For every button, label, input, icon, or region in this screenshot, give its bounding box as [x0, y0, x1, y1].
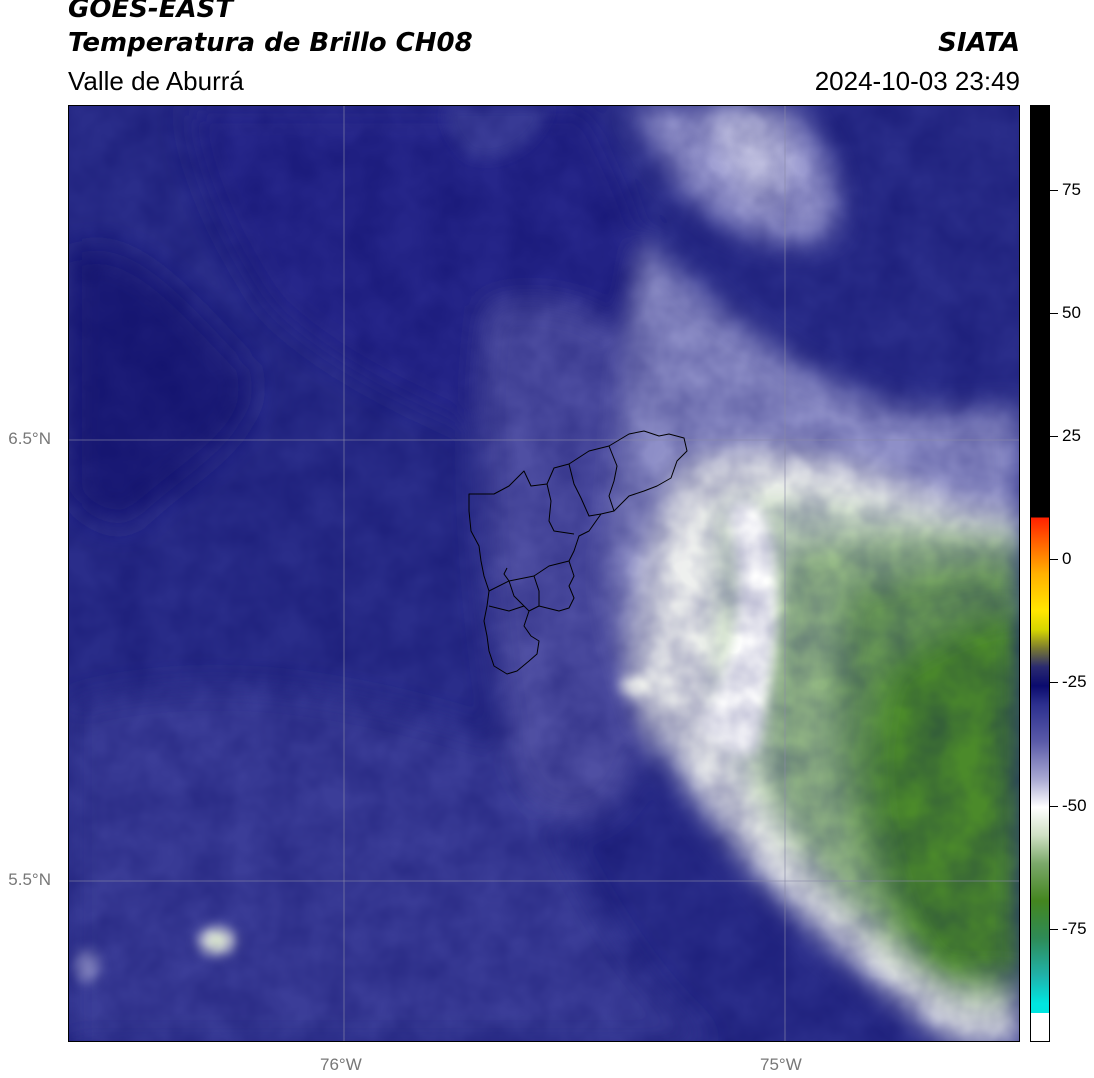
lat-label-5-5: 5.5°N	[8, 870, 51, 889]
brightness-temperature-map	[68, 105, 1020, 1042]
colorbar-tick	[1050, 806, 1058, 807]
colorbar-tick	[1050, 436, 1058, 437]
colorbar-tick	[1050, 929, 1058, 930]
colorbar-label: -50	[1062, 796, 1087, 815]
satellite-title: GOES-EAST	[68, 0, 234, 24]
graticule	[69, 106, 1019, 1041]
colorbar-tick	[1050, 559, 1058, 560]
colorbar-tick	[1050, 682, 1058, 683]
colorbar-label: -75	[1062, 919, 1087, 938]
texture-overlay	[69, 106, 1019, 1041]
colorbar-label: 0	[1062, 549, 1072, 568]
lat-label-6-5: 6.5°N	[8, 429, 51, 448]
product-title: Temperatura de Brillo CH08	[68, 28, 473, 58]
colorbar-label: 75	[1062, 180, 1081, 199]
lon-label-76w: 76°W	[320, 1055, 362, 1074]
colorbar-tick	[1050, 313, 1058, 314]
colorbar-tick	[1050, 190, 1058, 191]
temperature-colorbar	[1030, 105, 1050, 1042]
datetime-label: 2024-10-03 23:49	[814, 66, 1020, 96]
colorbar-label: -25	[1062, 672, 1087, 691]
colorbar-label: 50	[1062, 303, 1081, 322]
organization-label: SIATA	[938, 28, 1020, 58]
municipality-boundaries	[468, 430, 688, 675]
lon-label-75w: 75°W	[760, 1055, 802, 1074]
region-label: Valle de Aburrá	[68, 66, 244, 96]
map-canvas	[69, 106, 1019, 1041]
colorbar-label: 25	[1062, 426, 1081, 445]
